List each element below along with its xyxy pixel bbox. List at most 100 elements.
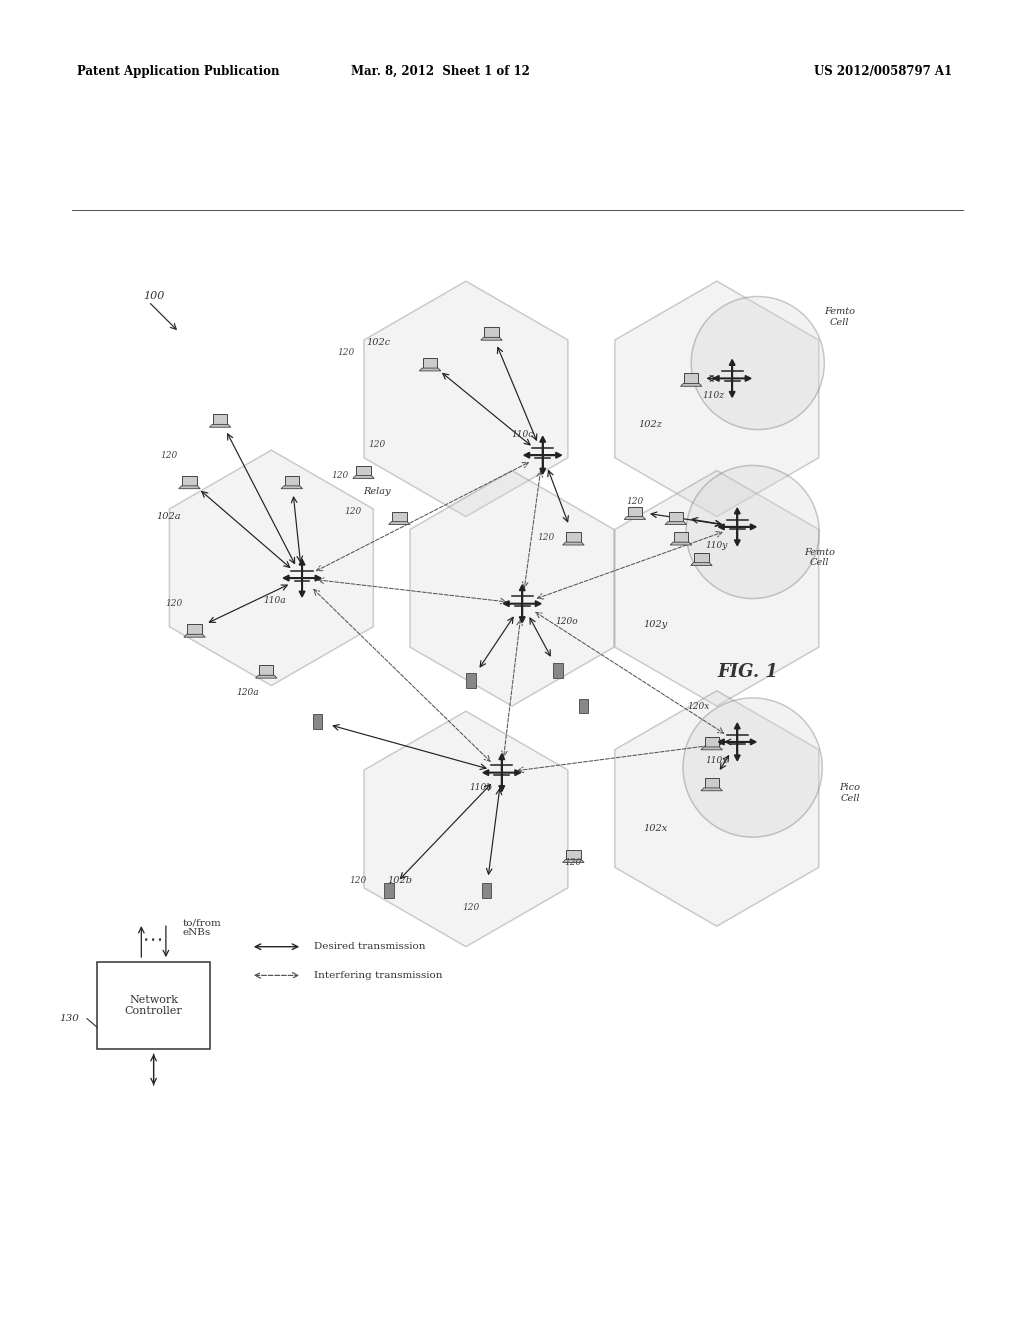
Polygon shape (389, 521, 410, 524)
Text: Pico
Cell: Pico Cell (840, 783, 860, 803)
FancyBboxPatch shape (384, 883, 394, 898)
Polygon shape (614, 281, 819, 516)
FancyBboxPatch shape (259, 665, 273, 676)
Text: 120: 120 (538, 532, 554, 541)
FancyBboxPatch shape (187, 624, 202, 635)
Text: 102z: 102z (638, 420, 663, 429)
FancyArrow shape (734, 527, 740, 545)
Polygon shape (691, 562, 713, 565)
FancyBboxPatch shape (466, 673, 476, 688)
Text: Interfering transmission: Interfering transmission (314, 972, 442, 979)
Polygon shape (352, 475, 375, 478)
Text: 102x: 102x (643, 825, 668, 833)
Polygon shape (256, 676, 276, 678)
FancyBboxPatch shape (669, 512, 683, 521)
Text: 120: 120 (161, 450, 177, 459)
FancyArrow shape (714, 375, 732, 381)
FancyArrow shape (719, 524, 737, 529)
FancyBboxPatch shape (566, 850, 581, 859)
FancyArrow shape (499, 754, 505, 772)
Text: to/from
eNBs: to/from eNBs (182, 917, 221, 937)
FancyArrow shape (524, 453, 543, 458)
FancyArrow shape (734, 723, 740, 742)
FancyArrow shape (302, 576, 321, 581)
Text: 120: 120 (565, 858, 582, 867)
Text: Femto
Cell: Femto Cell (804, 548, 835, 568)
FancyBboxPatch shape (356, 466, 371, 475)
Text: 120: 120 (345, 507, 361, 516)
Text: 130: 130 (59, 1014, 79, 1023)
Text: 120: 120 (369, 441, 385, 449)
Text: 120: 120 (627, 496, 643, 506)
Polygon shape (420, 368, 440, 371)
Polygon shape (364, 711, 568, 946)
Text: 110x: 110x (706, 756, 728, 764)
Text: 102c: 102c (367, 338, 391, 347)
FancyArrow shape (729, 359, 735, 379)
Text: 102a: 102a (157, 512, 181, 521)
Polygon shape (410, 470, 614, 706)
FancyBboxPatch shape (674, 532, 688, 543)
Circle shape (686, 466, 819, 598)
Text: 110a: 110a (263, 597, 286, 605)
Text: 120x: 120x (687, 702, 710, 710)
Polygon shape (178, 486, 201, 488)
Polygon shape (364, 281, 568, 516)
FancyBboxPatch shape (628, 507, 642, 516)
Text: 102y: 102y (643, 619, 668, 628)
FancyBboxPatch shape (285, 475, 299, 486)
Polygon shape (700, 747, 722, 750)
FancyBboxPatch shape (553, 663, 563, 677)
Text: 110c: 110c (511, 430, 534, 440)
Polygon shape (666, 521, 686, 524)
FancyBboxPatch shape (579, 698, 589, 713)
Polygon shape (169, 450, 374, 685)
Text: 120: 120 (338, 348, 354, 358)
Text: FIG. 1: FIG. 1 (717, 663, 778, 681)
FancyBboxPatch shape (312, 714, 323, 729)
Text: 120: 120 (332, 471, 348, 480)
FancyBboxPatch shape (566, 532, 581, 543)
FancyBboxPatch shape (694, 553, 709, 562)
Polygon shape (614, 470, 819, 706)
FancyArrow shape (284, 576, 302, 581)
Text: 110b: 110b (470, 784, 493, 792)
Text: Patent Application Publication: Patent Application Publication (77, 65, 280, 78)
FancyArrow shape (483, 770, 502, 776)
Text: 120o: 120o (555, 616, 578, 626)
Polygon shape (700, 788, 722, 791)
Text: 100: 100 (143, 292, 165, 301)
Polygon shape (481, 338, 502, 341)
Polygon shape (281, 486, 303, 488)
FancyArrow shape (540, 437, 546, 455)
Text: Mar. 8, 2012  Sheet 1 of 12: Mar. 8, 2012 Sheet 1 of 12 (351, 65, 529, 78)
FancyArrow shape (732, 375, 751, 381)
Polygon shape (563, 543, 584, 545)
FancyBboxPatch shape (705, 777, 719, 788)
FancyArrow shape (734, 508, 740, 527)
FancyBboxPatch shape (481, 883, 492, 898)
FancyArrow shape (737, 739, 756, 744)
FancyArrow shape (729, 379, 735, 397)
Circle shape (691, 297, 824, 429)
FancyBboxPatch shape (684, 374, 698, 383)
Text: US 2012/0058797 A1: US 2012/0058797 A1 (814, 65, 952, 78)
FancyBboxPatch shape (423, 358, 437, 368)
Polygon shape (209, 424, 231, 428)
FancyArrow shape (543, 453, 561, 458)
FancyArrow shape (737, 524, 756, 529)
FancyArrow shape (519, 603, 525, 623)
Text: Relay: Relay (364, 487, 391, 495)
FancyArrow shape (540, 455, 546, 474)
FancyArrow shape (734, 742, 740, 760)
FancyArrow shape (502, 770, 520, 776)
FancyBboxPatch shape (392, 512, 407, 521)
Text: 120: 120 (350, 875, 367, 884)
Text: 110y: 110y (706, 541, 728, 550)
FancyArrow shape (299, 560, 305, 578)
Polygon shape (563, 859, 584, 862)
Text: Network
Controller: Network Controller (125, 995, 182, 1016)
Polygon shape (671, 543, 692, 545)
FancyArrow shape (499, 772, 505, 792)
Text: 120: 120 (166, 599, 182, 609)
